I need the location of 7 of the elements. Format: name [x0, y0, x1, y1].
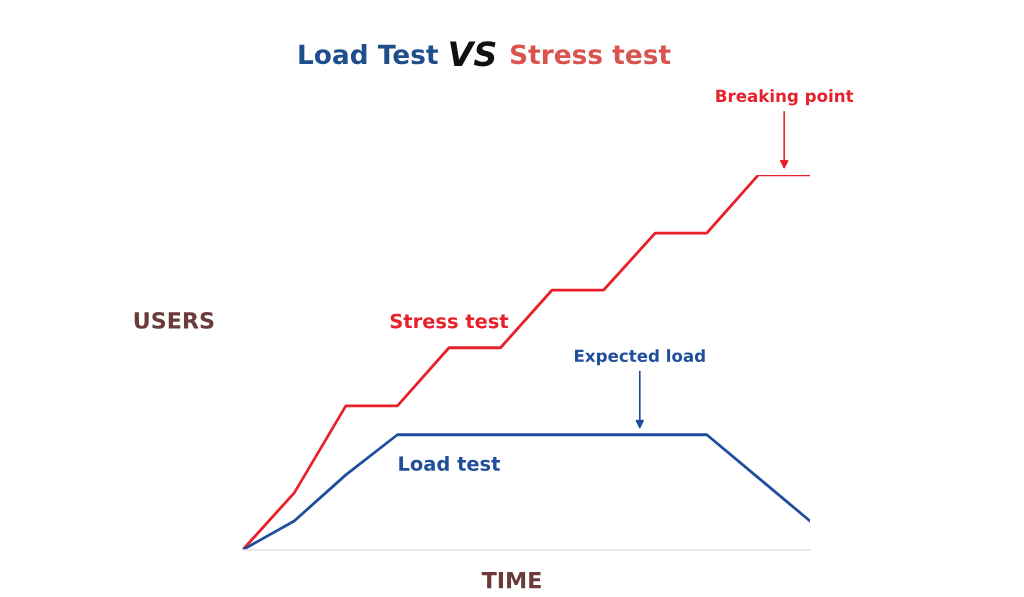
y-axis-title: USERS — [134, 312, 214, 329]
series-label: Stress test — [390, 313, 509, 329]
annotation: Expected load — [575, 349, 705, 366]
text: Breaking point — [716, 89, 854, 106]
chart-title: Load Test VS Stress test — [299, 41, 671, 67]
series-label: Load test — [399, 455, 500, 471]
x-axis-title: TIME — [481, 572, 541, 589]
